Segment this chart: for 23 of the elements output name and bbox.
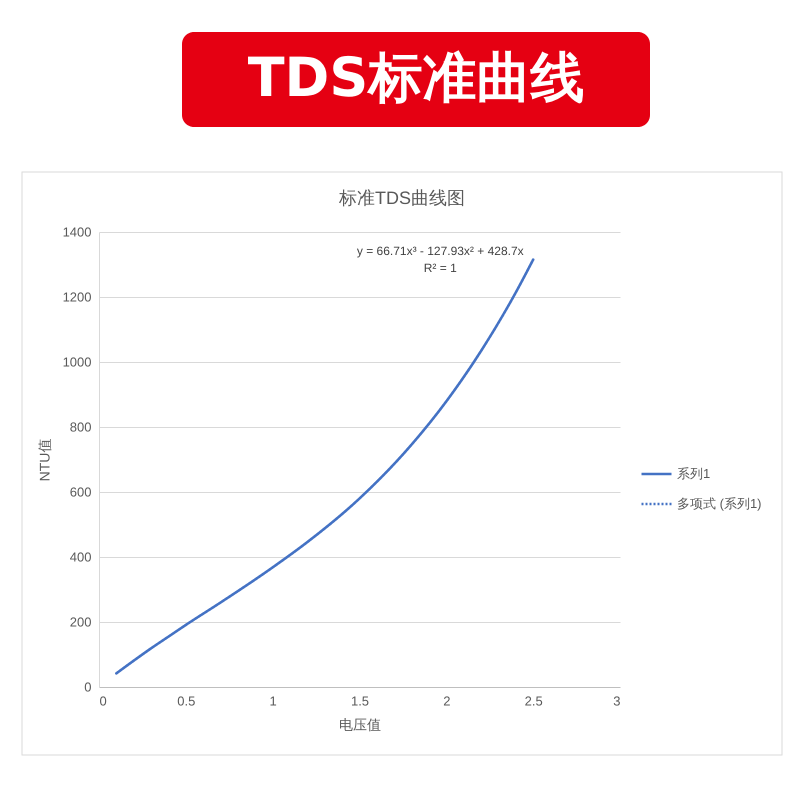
chart-title: TDS标准曲线 bbox=[248, 46, 584, 109]
y-tick-label: 600 bbox=[70, 484, 92, 500]
y-tick-label: 800 bbox=[70, 420, 92, 434]
annotation: y = 66.71x³ - 127.93x² + 428.7x bbox=[356, 244, 524, 258]
legend-label: 多项式 (系列1) bbox=[677, 496, 762, 511]
x-tick-label: 0.5 bbox=[177, 694, 196, 708]
x-axis-title: 电压值 bbox=[339, 716, 381, 732]
y-tick-label: 1000 bbox=[62, 354, 92, 370]
y-tick-label: 0 bbox=[84, 680, 92, 694]
legend-label: 系列1 bbox=[677, 466, 710, 481]
x-tick-label: 3 bbox=[613, 694, 620, 708]
y-tick-label: 1400 bbox=[62, 224, 92, 240]
annotation: R² = 1 bbox=[424, 261, 458, 275]
y-axis-title: NTU值 bbox=[36, 438, 53, 482]
x-tick-label: 2 bbox=[443, 694, 450, 708]
x-tick-label: 1 bbox=[270, 694, 277, 708]
y-tick-label: 1200 bbox=[62, 290, 92, 304]
x-tick-label: 1.5 bbox=[350, 694, 370, 708]
y-tick-label: 400 bbox=[70, 550, 92, 564]
y-tick-label: 200 bbox=[70, 614, 92, 630]
x-tick-label: 0 bbox=[100, 694, 107, 708]
chart-subtitle: 标准TDS曲线图 bbox=[338, 188, 465, 208]
x-tick-label: 2.5 bbox=[524, 694, 543, 708]
